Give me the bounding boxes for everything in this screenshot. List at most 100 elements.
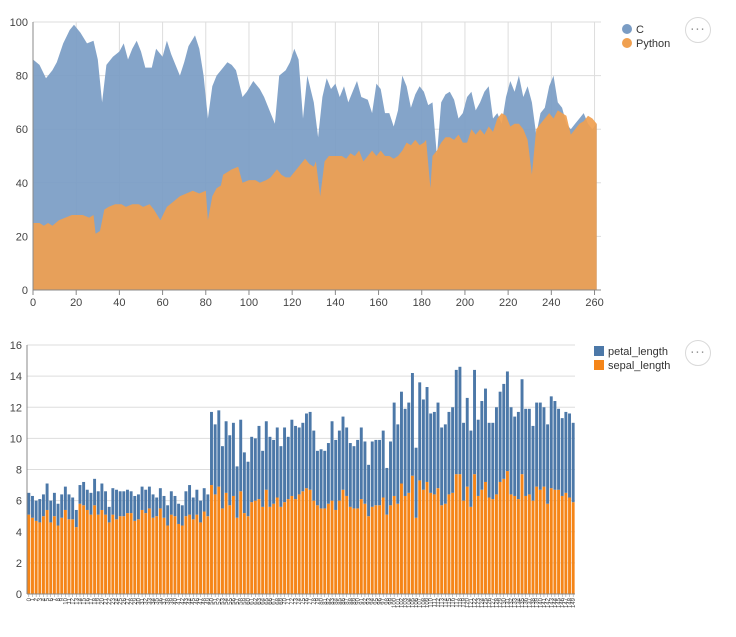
bar-sepal-length: [330, 500, 334, 595]
bar-sepal-length: [34, 520, 38, 594]
bar-sepal-length: [206, 516, 210, 594]
x-tick-label: 54: [224, 597, 230, 604]
bar-petal-length: [367, 464, 371, 517]
x-tick-label: 16: [85, 597, 91, 604]
bar-sepal-length: [491, 499, 495, 594]
bar-sepal-length: [480, 489, 484, 594]
bar-petal-length: [140, 486, 144, 510]
bar-sepal-length: [334, 509, 338, 594]
bar-petal-length: [283, 427, 287, 503]
bar-petal-length: [557, 408, 561, 490]
bar-petal-length: [166, 505, 170, 526]
x-tick-label: 84: [334, 597, 340, 604]
bar-sepal-length: [524, 495, 528, 594]
y-tick-label: 2: [16, 558, 22, 570]
bar-petal-length: [31, 495, 34, 518]
bar-sepal-length: [312, 500, 316, 595]
bar-sepal-length: [389, 505, 392, 594]
bar-sepal-length: [410, 475, 414, 594]
bar-sepal-length: [89, 514, 93, 594]
x-tick-label: 67: [272, 597, 278, 604]
x-tick-label: 139: [535, 597, 541, 608]
x-tick-label: 37: [162, 597, 168, 604]
bar-sepal-length: [184, 516, 188, 594]
x-tick-label: 86: [341, 597, 347, 604]
bar-petal-length: [319, 449, 323, 509]
bar-petal-length: [228, 435, 232, 506]
bar-sepal-length: [531, 500, 535, 595]
bar-petal-length: [294, 425, 297, 500]
bar-petal-length: [195, 489, 199, 515]
bar-petal-length: [158, 488, 162, 509]
bar-petal-length: [505, 371, 509, 472]
x-tick-label: 113: [440, 597, 446, 607]
bar-petal-length: [305, 413, 308, 489]
bar-sepal-length: [71, 519, 75, 594]
bar-sepal-length: [451, 492, 455, 594]
chart-actions-menu-button[interactable]: ···: [685, 340, 711, 366]
bar-petal-length: [549, 396, 553, 489]
x-tick-label: 160: [369, 297, 387, 309]
x-tick-label: 148: [568, 597, 574, 608]
bar-sepal-length: [367, 516, 371, 594]
x-tick-label: 122: [473, 597, 479, 608]
x-tick-label: 134: [516, 597, 522, 608]
x-tick-label: 140: [326, 297, 344, 309]
x-tick-label: 124: [480, 597, 486, 608]
bar-petal-length: [370, 441, 374, 507]
bar-petal-length: [571, 422, 575, 503]
x-tick-label: 1: [30, 597, 36, 601]
x-tick-label: 100: [392, 597, 398, 608]
bar-sepal-length: [144, 513, 148, 594]
bar-petal-length: [253, 438, 257, 501]
x-tick-label: 109: [425, 597, 431, 608]
y-tick-label: 40: [16, 178, 28, 190]
bar-sepal-length: [429, 492, 433, 594]
x-tick-label: 40: [113, 297, 125, 309]
x-tick-label: 12: [71, 597, 77, 604]
bar-petal-length: [242, 452, 246, 514]
bar-sepal-length: [228, 505, 232, 594]
y-tick-label: 16: [10, 340, 22, 352]
bar-sepal-length: [74, 527, 78, 594]
x-tick-label: 2: [34, 597, 40, 601]
bar-sepal-length: [527, 494, 531, 594]
bar-petal-length: [337, 430, 341, 501]
x-tick-label: 115: [447, 597, 453, 607]
x-tick-label: 104: [407, 597, 413, 608]
bar-sepal-length: [305, 488, 308, 594]
bar-sepal-length: [487, 497, 491, 594]
bar-petal-length: [315, 450, 319, 506]
bar-petal-length: [513, 416, 517, 496]
x-tick-label: 38: [166, 597, 172, 604]
bar-sepal-length: [553, 489, 557, 594]
bar-petal-length: [231, 422, 235, 496]
x-tick-label: 26: [122, 597, 128, 604]
bar-petal-length: [264, 421, 268, 490]
bar-sepal-length: [476, 495, 480, 594]
legend-symbol-c: [622, 24, 632, 34]
bar-sepal-length: [250, 502, 254, 594]
bar-sepal-length: [169, 514, 173, 594]
bar-petal-length: [418, 382, 422, 481]
x-tick-label: 83: [330, 597, 336, 604]
x-tick-label: 60: [246, 597, 252, 604]
x-tick-label: 89: [352, 597, 358, 604]
x-tick-label: 96: [378, 597, 384, 604]
bar-petal-length: [60, 494, 64, 518]
bar-petal-length: [100, 483, 104, 510]
bar-sepal-length: [469, 506, 473, 594]
bar-sepal-length: [374, 505, 378, 594]
bar-petal-length: [476, 419, 480, 496]
bar-sepal-length: [162, 517, 166, 594]
x-tick-label: 110: [429, 597, 435, 607]
bar-sepal-length: [264, 489, 268, 594]
bar-sepal-length: [560, 495, 564, 594]
x-tick-label: 101: [396, 597, 402, 608]
bar-sepal-length: [363, 503, 367, 594]
chart-actions-menu-button[interactable]: ···: [685, 17, 711, 43]
area-chart: 0 20 40 60 80 100 0 20 40 60 80 100 120 140 160 180 200 2…: [10, 17, 671, 309]
bar-petal-length: [246, 461, 250, 517]
bar-sepal-length: [396, 503, 400, 594]
x-tick-label: 77: [308, 597, 314, 604]
